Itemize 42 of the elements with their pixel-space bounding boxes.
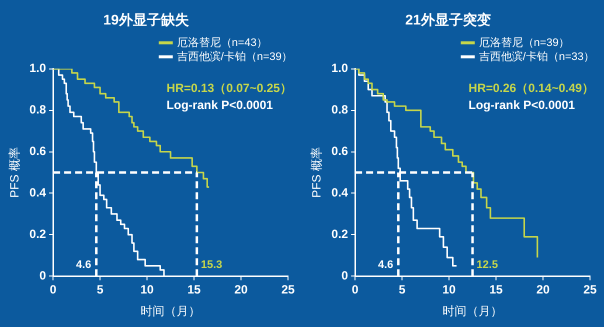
y-tick-label: 0.2 [331,227,348,242]
annotation: HR=0.26（0.14~0.49） [468,81,594,96]
ref-line-label: 4.6 [378,259,394,272]
x-tick-label: 15 [489,282,504,297]
y-tick-label: 1.0 [331,61,348,76]
ref-line-label: 4.6 [76,259,92,272]
legend-label: 厄洛替尼（n=43） [176,36,268,49]
y-tick-label: 1.0 [29,61,46,76]
x-tick-label: 15 [187,282,202,297]
ref-line-label: 12.5 [476,259,498,272]
x-tick-label: 0 [352,282,359,297]
legend-label: 吉西他滨/卡铂（n=39） [176,50,293,63]
y-tick-label: 0.4 [331,186,348,200]
y-tick-label: 0 [341,268,348,283]
chart-title: 21外显子突变 [405,11,491,28]
x-tick-label: 5 [96,282,104,297]
y-axis-title: PFS 概率 [310,147,324,198]
annotation: Log-rank P<0.0001 [166,98,274,112]
x-axis-title: 时间（月） [140,304,201,318]
legend-label: 厄洛替尼（n=39） [478,36,570,49]
legend-label: 吉西他滨/卡铂（n=33） [478,50,595,63]
y-tick-label: 0.2 [29,227,46,242]
y-tick-label: 0.6 [29,144,46,158]
x-tick-label: 10 [442,282,456,297]
y-tick-label: 0.6 [331,144,348,158]
ref-line-label: 15.3 [200,259,222,272]
x-tick-label: 10 [140,282,154,297]
y-tick-label: 0 [39,268,46,283]
y-tick-label: 0.4 [29,186,46,200]
x-tick-label: 25 [583,282,597,297]
x-axis-title: 时间（月） [442,304,503,318]
annotation: HR=0.13（0.07~0.25） [166,81,292,96]
y-axis-title: PFS 概率 [8,147,22,198]
chart-title: 19外显子缺失 [103,11,190,28]
x-tick-label: 25 [281,282,295,297]
x-tick-label: 20 [536,282,550,297]
x-tick-label: 0 [50,282,57,297]
y-tick-label: 0.8 [331,102,348,117]
x-tick-label: 20 [234,282,248,297]
x-tick-label: 5 [398,282,406,297]
y-tick-label: 0.8 [29,102,46,117]
annotation: Log-rank P<0.0001 [468,98,576,112]
